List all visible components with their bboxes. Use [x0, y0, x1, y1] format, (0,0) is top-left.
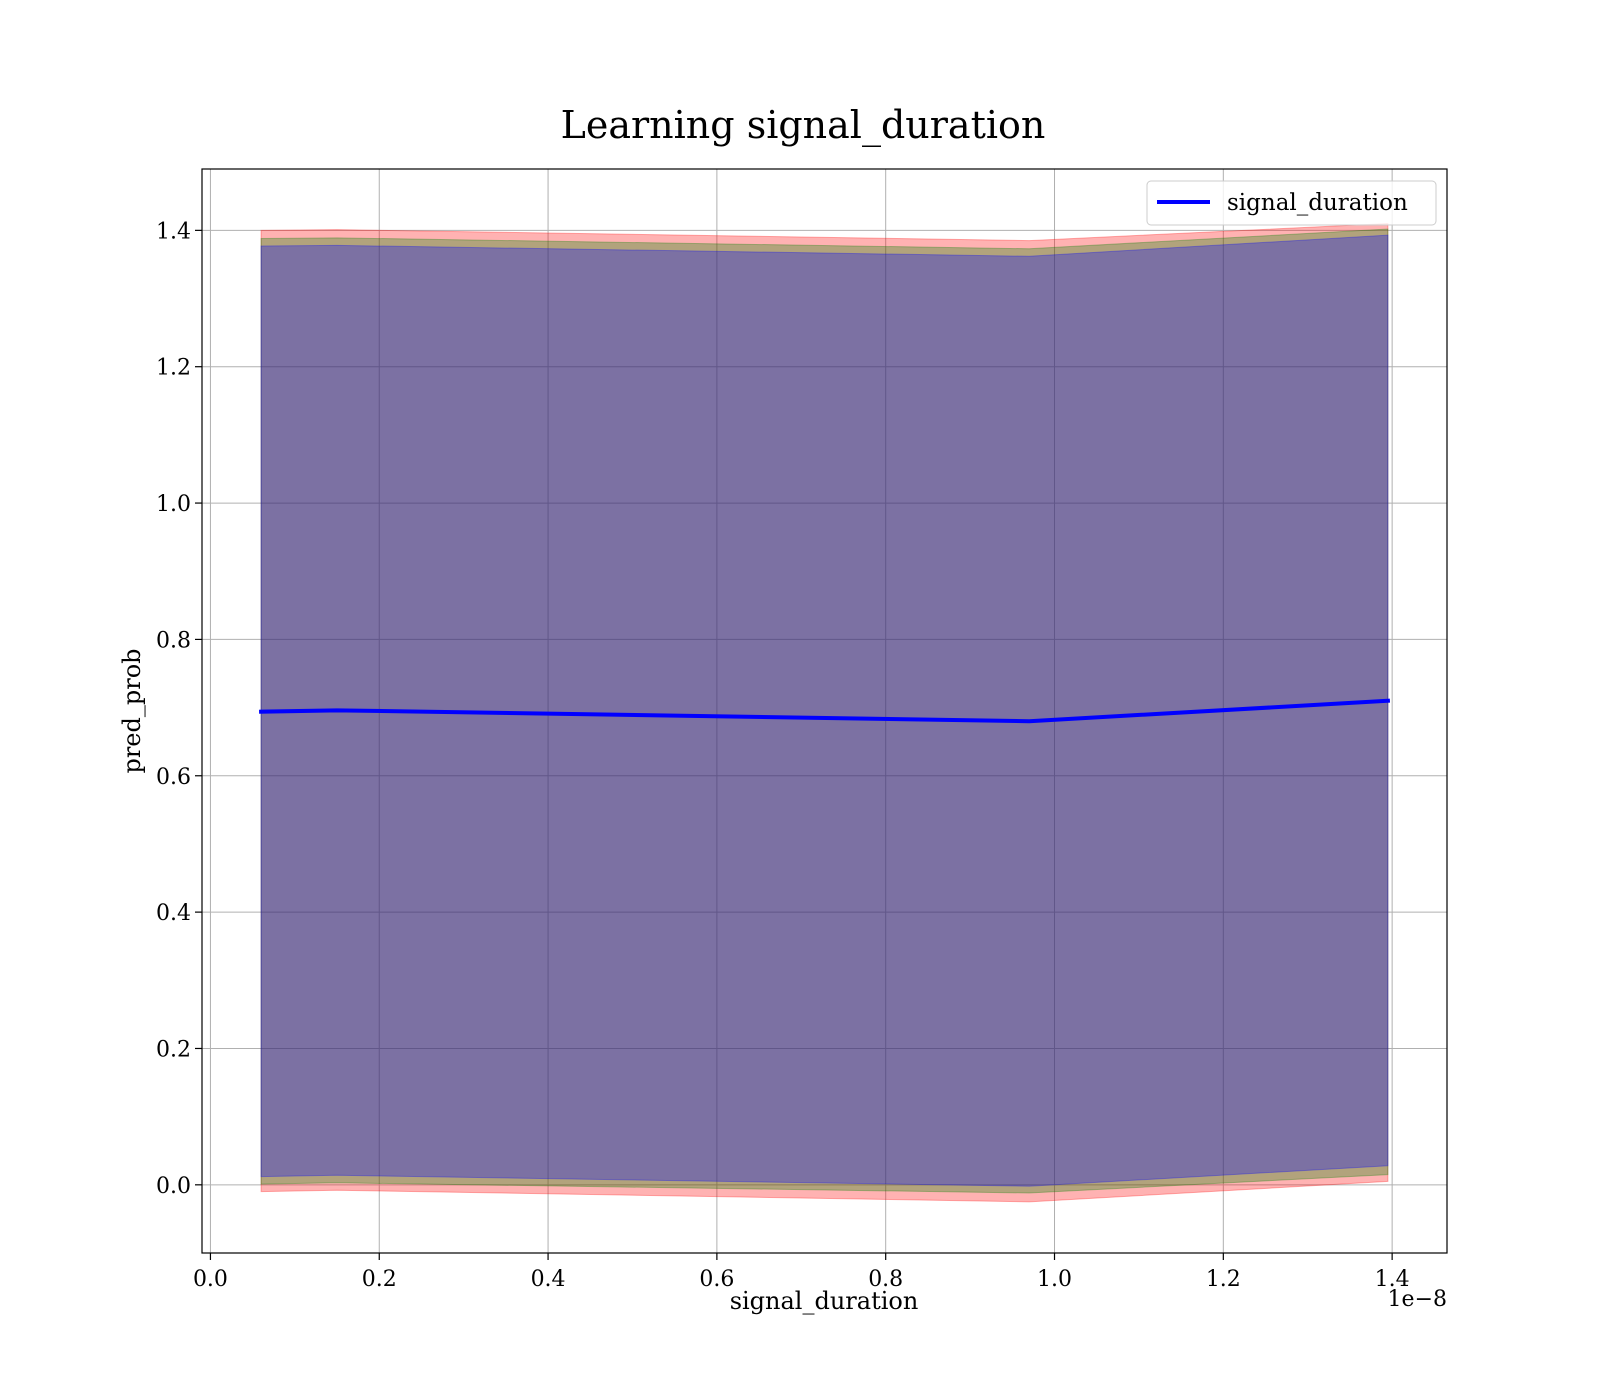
x-axis-offset-text: 1e−8: [1388, 1287, 1447, 1312]
legend-box: [1146, 180, 1437, 226]
x-tick-label: 0.0: [193, 1267, 228, 1292]
confidence-band-0: [260, 223, 1389, 1203]
y-tick-label: 0.8: [156, 628, 191, 653]
x-tick-label: 1.4: [1375, 1267, 1410, 1292]
confidence-band-1: [260, 228, 1389, 1194]
y-tick-label: 0.0: [156, 1174, 191, 1199]
x-axis-label: signal_duration: [730, 1287, 919, 1315]
plot-frame: [201, 168, 1448, 1254]
x-tick-label: 0.8: [868, 1267, 903, 1292]
y-tick-label: 1.0: [156, 492, 191, 517]
y-axis-label: pred_prob: [118, 648, 146, 773]
chart-title: Learning signal_duration: [561, 103, 1046, 148]
legend-label-signal_duration: signal_duration: [1227, 190, 1408, 216]
y-tick-label: 1.4: [156, 219, 191, 244]
x-axis-ticks: 0.0 0.2 0.4 0.6 0.8 1.0 1.2 1.4: [193, 1253, 1410, 1292]
series-lines: [259, 698, 1391, 724]
x-tick-label: 1.2: [1206, 1267, 1241, 1292]
confidence-bands: [260, 223, 1389, 1203]
legend: signal_duration: [1146, 180, 1437, 226]
y-tick-label: 0.4: [156, 901, 191, 926]
y-tick-label: 0.6: [156, 765, 191, 790]
x-tick-label: 0.4: [531, 1267, 566, 1292]
y-tick-label: 1.2: [156, 356, 191, 381]
confidence-band-2: [260, 234, 1389, 1187]
x-tick-label: 0.2: [362, 1267, 397, 1292]
series-line-signal_duration: [259, 698, 1391, 724]
y-tick-label: 0.2: [156, 1037, 191, 1062]
x-tick-label: 0.6: [699, 1267, 734, 1292]
y-axis-ticks: 0.0 0.2 0.4 0.6 0.8 1.0 1.2 1.4: [156, 219, 202, 1199]
x-tick-label: 1.0: [1037, 1267, 1072, 1292]
